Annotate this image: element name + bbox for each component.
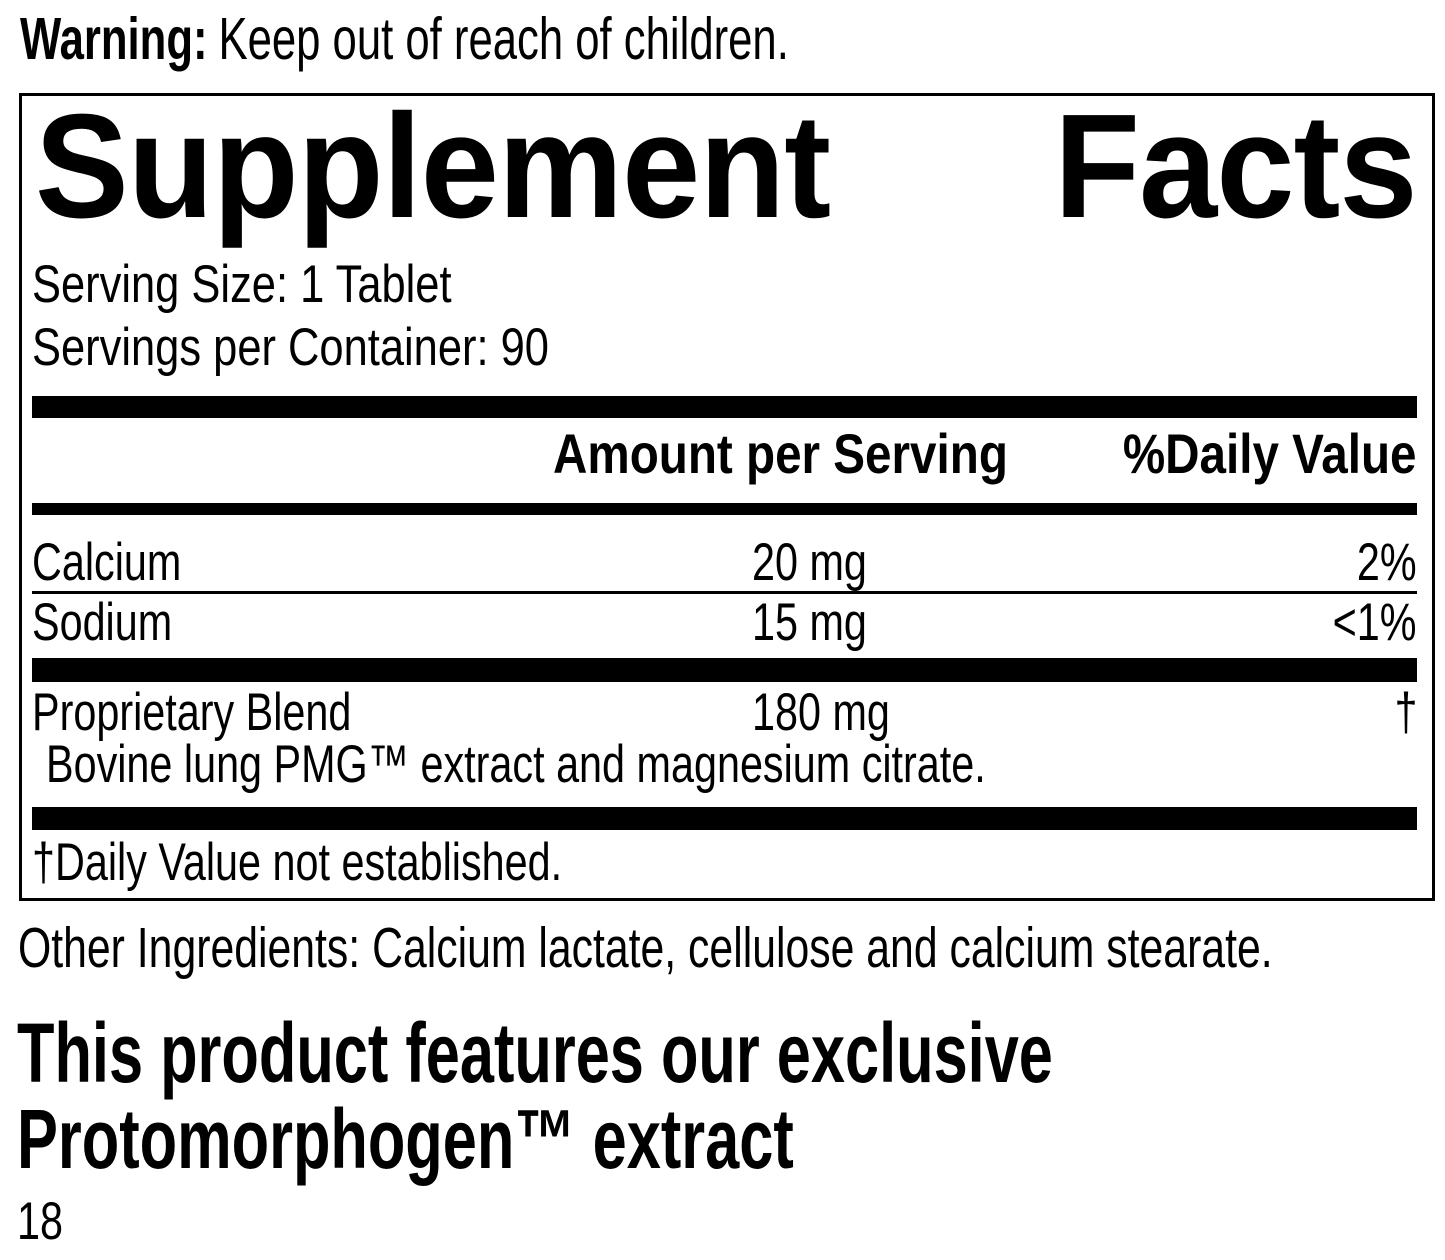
panel-title-word-supplement: Supplement	[35, 84, 831, 249]
nutrient-daily-value: <1%	[1333, 593, 1417, 652]
warning-text: Keep out of reach of children.	[218, 6, 789, 72]
servings-per-container: Servings per Container: 90	[32, 318, 549, 377]
nutrient-amount: 180 mg	[752, 683, 890, 742]
separator-bar-top	[32, 396, 1417, 418]
separator-bar-bottom	[32, 807, 1417, 830]
page-number: 18	[17, 1192, 63, 1251]
panel-title-word-facts: Facts	[1054, 84, 1417, 249]
nutrient-amount: 20 mg	[752, 533, 867, 592]
nutrient-name: Proprietary Blend	[32, 683, 352, 742]
other-ingredients: Other Ingredients: Calcium lactate, cell…	[18, 916, 1273, 980]
supplement-facts-panel: Supplement Facts Serving Size: 1 Tablet …	[19, 93, 1435, 901]
feature-heading-line2: Protomorphogen™ extract	[17, 1092, 794, 1186]
nutrient-daily-value: †	[1394, 683, 1417, 742]
nutrient-amount: 15 mg	[752, 593, 867, 652]
nutrient-name: Sodium	[32, 593, 173, 652]
separator-bar-middle	[32, 658, 1417, 682]
warning-label: Warning:	[20, 6, 208, 72]
separator-bar-header	[32, 503, 1417, 515]
column-header-daily-value: %Daily Value	[1123, 422, 1417, 485]
blend-description: Bovine lung PMG™ extract and magnesium c…	[46, 735, 986, 794]
feature-heading-line1: This product features our exclusive	[17, 1006, 1053, 1100]
nutrient-name: Calcium	[32, 533, 182, 592]
nutrient-row-proprietary-blend: Proprietary Blend 180 mg †	[22, 686, 1432, 742]
warning-line: Warning: Keep out of reach of children.	[20, 10, 1059, 69]
nutrient-row-sodium: Sodium 15 mg <1%	[22, 596, 1432, 652]
column-header-amount-per-serving: Amount per Serving	[553, 422, 1008, 485]
serving-size: Serving Size: 1 Tablet	[32, 255, 452, 314]
nutrient-daily-value: 2%	[1357, 533, 1417, 592]
row-divider-hairline	[32, 591, 1417, 594]
daily-value-footnote: †Daily Value not established.	[32, 833, 563, 892]
nutrient-row-calcium: Calcium 20 mg 2%	[22, 536, 1432, 592]
